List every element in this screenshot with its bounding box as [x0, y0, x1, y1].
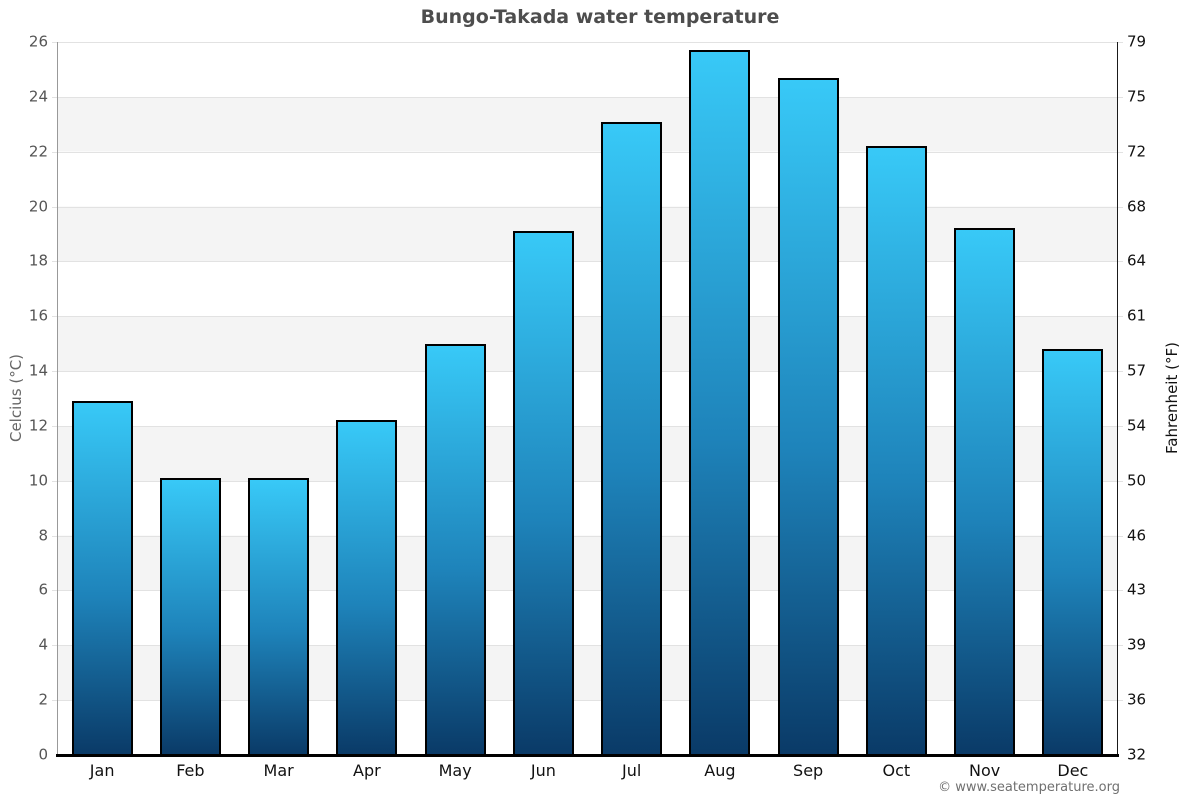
gridline-26c	[52, 42, 1123, 43]
bar-sep	[777, 77, 839, 755]
y-tick-fahrenheit-64: 64	[1127, 251, 1147, 270]
y-tick-celsius-2: 2	[38, 690, 48, 709]
copyright-credit: © www.seatemperature.org	[938, 780, 1120, 795]
y-tick-fahrenheit-61: 61	[1127, 306, 1147, 325]
y-tick-celsius-20: 20	[28, 197, 48, 216]
y-tick-celsius-18: 18	[28, 251, 48, 270]
y-tick-celsius-10: 10	[28, 471, 48, 490]
y-tick-celsius-22: 22	[28, 142, 48, 161]
y-tick-fahrenheit-50: 50	[1127, 471, 1147, 490]
y-tick-fahrenheit-54: 54	[1127, 416, 1147, 435]
y-tick-fahrenheit-39: 39	[1127, 635, 1147, 654]
plot-area	[52, 42, 1123, 755]
y-tick-celsius-12: 12	[28, 416, 48, 435]
chart-title: Bungo-Takada water temperature	[420, 6, 780, 28]
gridline-24c	[52, 96, 1123, 98]
bar-jun	[512, 231, 574, 755]
y-tick-celsius-26: 26	[28, 32, 48, 51]
gridline-16c	[52, 316, 1123, 318]
gridline-6c	[52, 590, 1123, 592]
bar-nov	[954, 228, 1016, 755]
y-tick-celsius-8: 8	[38, 526, 48, 545]
x-tick-apr: Apr	[353, 761, 381, 780]
gridline-2c	[52, 700, 1123, 702]
x-tick-oct: Oct	[882, 761, 911, 780]
bar-oct	[865, 146, 927, 755]
bar-jul	[601, 121, 663, 755]
bar-apr	[336, 420, 398, 755]
y-tick-fahrenheit-79: 79	[1127, 32, 1147, 51]
y-axis-line-right	[1117, 42, 1118, 755]
y-tick-fahrenheit-32: 32	[1127, 745, 1147, 764]
gridline-8c	[52, 535, 1123, 537]
gridline-18c	[52, 261, 1123, 263]
x-axis-line	[56, 754, 1119, 757]
x-tick-dec: Dec	[1057, 761, 1089, 780]
y-tick-fahrenheit-57: 57	[1127, 361, 1147, 380]
y-tick-celsius-16: 16	[28, 306, 48, 325]
bar-jan	[71, 401, 133, 755]
y-tick-fahrenheit-36: 36	[1127, 690, 1147, 709]
y-tick-fahrenheit-72: 72	[1127, 142, 1147, 161]
x-tick-aug: Aug	[704, 761, 736, 780]
gridline-14c	[52, 371, 1123, 373]
gridline-4c	[52, 645, 1123, 647]
x-tick-feb: Feb	[176, 761, 205, 780]
x-tick-mar: Mar	[263, 761, 294, 780]
bar-may	[424, 343, 486, 755]
y-tick-celsius-14: 14	[28, 361, 48, 380]
bar-mar	[248, 478, 310, 755]
x-tick-nov: Nov	[969, 761, 1001, 780]
y-tick-celsius-6: 6	[38, 580, 48, 599]
y-tick-fahrenheit-75: 75	[1127, 87, 1147, 106]
gridline-22c	[52, 151, 1123, 153]
y-axis-label-fahrenheit: Fahrenheit (°F)	[1163, 342, 1181, 454]
bar-feb	[159, 478, 221, 755]
x-tick-jun: Jun	[530, 761, 556, 780]
y-tick-celsius-24: 24	[28, 87, 48, 106]
y-tick-fahrenheit-43: 43	[1127, 580, 1147, 599]
gridline-12c	[52, 425, 1123, 427]
y-axis-line-left	[57, 42, 58, 755]
y-tick-celsius-4: 4	[38, 635, 48, 654]
y-tick-fahrenheit-68: 68	[1127, 197, 1147, 216]
x-tick-may: May	[438, 761, 472, 780]
gridline-10c	[52, 480, 1123, 482]
y-tick-fahrenheit-46: 46	[1127, 526, 1147, 545]
x-tick-jan: Jan	[89, 761, 115, 780]
x-tick-sep: Sep	[793, 761, 824, 780]
gridline-20c	[52, 206, 1123, 208]
y-tick-celsius-0: 0	[38, 745, 48, 764]
bar-aug	[689, 50, 751, 755]
bar-dec	[1042, 349, 1104, 755]
x-tick-jul: Jul	[621, 761, 642, 780]
